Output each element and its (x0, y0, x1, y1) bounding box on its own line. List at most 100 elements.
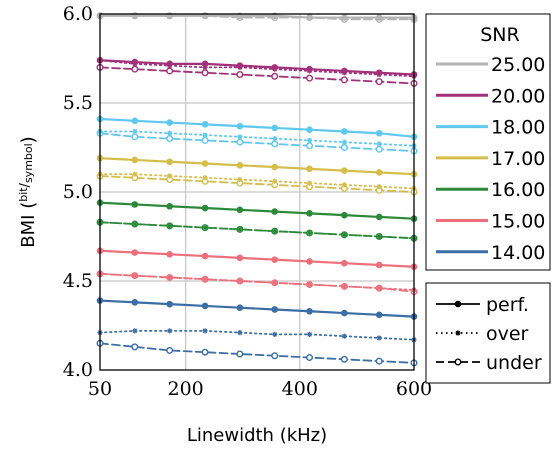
data-point (271, 140, 279, 148)
data-point (306, 137, 313, 143)
data-point (306, 354, 314, 362)
data-point (376, 141, 382, 147)
data-point (236, 206, 244, 214)
data-point (272, 178, 278, 184)
data-point (375, 14, 383, 21)
data-point (237, 226, 243, 232)
data-point (167, 223, 173, 229)
data-point (201, 160, 209, 167)
data-point (306, 180, 313, 186)
series-line-snr-17-00-under (99, 175, 415, 193)
data-point (132, 221, 138, 227)
data-point (341, 14, 348, 21)
data-point (131, 249, 139, 256)
data-point (202, 276, 208, 282)
data-point (166, 158, 173, 166)
snr-legend-label: 18.00 (491, 117, 545, 139)
y-tick-label: 5.0 (63, 181, 93, 203)
snr-legend-label: 14.00 (491, 242, 545, 264)
series-group (96, 12, 418, 367)
data-point (341, 167, 348, 174)
data-point (375, 169, 383, 176)
data-point (271, 163, 278, 171)
snr-legend: SNR 25.00 20.00 18.00 17.00 16.00 15.00 14.00 (425, 13, 551, 271)
style-legend: perf. over under (425, 282, 551, 384)
data-point (166, 135, 174, 143)
data-point (167, 274, 173, 281)
series-line-snr-14-00-over (99, 329, 415, 341)
series-line-snr-18-00-over (99, 130, 415, 147)
data-point (375, 261, 383, 269)
data-point (306, 210, 313, 217)
data-point (455, 330, 461, 336)
data-point (375, 213, 383, 221)
data-point (237, 176, 243, 183)
series-line-snr-25-00-perf (98, 14, 416, 19)
data-point (236, 122, 244, 130)
data-point (341, 211, 348, 219)
data-point (202, 64, 208, 70)
data-point (306, 165, 313, 173)
data-point (306, 142, 314, 150)
data-point (236, 350, 244, 358)
data-point (271, 306, 278, 313)
data-point (341, 67, 348, 75)
data-point (201, 136, 209, 144)
data-point (201, 204, 209, 212)
data-point (340, 355, 348, 363)
data-point (166, 60, 173, 68)
data-point (376, 233, 382, 240)
data-point (166, 346, 174, 354)
data-point (375, 145, 383, 153)
data-point (166, 202, 173, 210)
data-point (340, 76, 348, 84)
series-line-snr-18-00-under (99, 132, 415, 152)
series-line-snr-14-00-perf (98, 299, 416, 318)
snr-legend-title: SNR (480, 24, 519, 46)
series-line-snr-15-00-perf (98, 249, 416, 268)
data-point (306, 126, 313, 133)
series-line-snr-20-00-under (99, 66, 415, 85)
data-point (375, 69, 383, 77)
data-point (236, 162, 244, 169)
data-point (166, 67, 174, 75)
data-point (131, 58, 139, 66)
data-point (272, 280, 278, 286)
series-line-snr-14-00-under (99, 342, 415, 364)
series-line-snr-15-00-over (99, 272, 415, 291)
data-point (306, 74, 314, 82)
plot-frame (99, 13, 415, 371)
data-point (166, 300, 173, 308)
data-point (306, 281, 313, 288)
y-tick-label: 6.0 (63, 3, 93, 25)
data-point (201, 348, 209, 356)
data-point (340, 143, 348, 151)
data-point (271, 208, 278, 215)
data-point (306, 14, 313, 21)
data-point (341, 128, 348, 135)
data-point (132, 273, 138, 279)
series-line-snr-16-00-perf (98, 201, 416, 220)
data-point (237, 278, 243, 284)
style-legend-label: under (486, 352, 542, 374)
data-point (167, 130, 173, 136)
data-point (202, 175, 208, 181)
data-point (202, 328, 208, 334)
data-point (132, 128, 138, 135)
data-point (132, 171, 138, 177)
data-point (236, 62, 244, 69)
data-point (306, 65, 313, 73)
data-point (167, 328, 173, 334)
data-point (272, 228, 278, 234)
x-tick-label: 50 (88, 378, 112, 400)
snr-legend-label: 25.00 (491, 54, 545, 76)
data-point (375, 129, 383, 137)
data-point (167, 173, 173, 179)
data-point (272, 331, 278, 337)
series-line-snr-17-00-over (99, 173, 415, 190)
data-point (341, 232, 347, 238)
data-point (272, 136, 278, 142)
data-point (341, 283, 347, 289)
data-point (341, 182, 347, 188)
